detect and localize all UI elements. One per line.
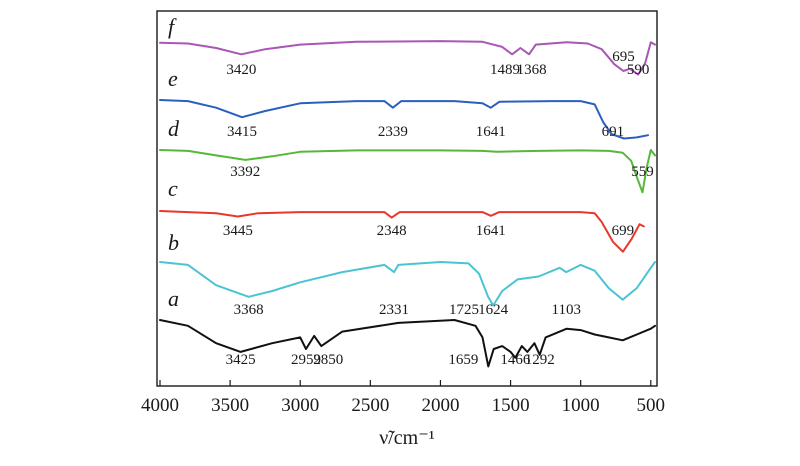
series-letter-a: a [168,286,179,311]
x-tick-label: 3000 [281,395,319,416]
peak-label: 3425 [226,352,256,368]
spectrum-trace-f [159,40,656,76]
spectrum-trace-b [159,261,656,307]
plot-frame [156,10,658,387]
spectrum-trace-d [159,149,656,194]
peak-label: 590 [627,62,650,78]
series-letter-e: e [168,66,178,91]
peak-label: 1725 [449,302,479,318]
peak-label: 1489 [490,62,520,78]
spectra-traces [159,40,656,368]
x-tick-label: 4000 [141,395,179,416]
series-letter-c: c [168,176,178,201]
x-tick-label: 500 [637,395,666,416]
peak-label: 699 [612,223,635,239]
peak-label: 691 [602,124,625,140]
peak-label: 1103 [552,302,581,318]
peak-label: 1466 [500,352,531,368]
series-letter-d: d [168,116,180,141]
peak-label: 1292 [525,352,555,368]
series-letter-b: b [168,230,179,255]
peak-label: 1659 [448,352,478,368]
peak-label: 2959 [291,352,321,368]
series-letter-f: f [168,14,177,39]
peak-label: 3368 [234,302,264,318]
x-tick-label: 1000 [562,395,600,416]
x-axis-ticks: 4000 3500 3000 2500 2000 1500 1000 500 [141,380,665,416]
x-axis-title: ν̃/cm⁻¹ [379,427,435,449]
peak-label: 1641 [476,124,506,140]
peak-label: 2331 [379,302,409,318]
spectrum-trace-e [159,99,649,140]
peak-label: 3392 [230,164,260,180]
peak-label: 1641 [476,223,506,239]
peak-label: 3445 [223,223,253,239]
peak-label: 3415 [227,124,257,140]
spectrum-trace-a [159,319,656,368]
peak-label: 559 [631,164,654,180]
peak-label: 695 [612,49,635,65]
series-letters: f ed c b a [168,14,180,311]
spectrum-trace-c [159,210,645,253]
peak-label: 2850 [313,352,343,368]
x-tick-label: 2500 [351,395,389,416]
peak-label: 1368 [517,62,547,78]
peak-label: 2348 [377,223,407,239]
peak-label: 1624 [478,302,509,318]
peak-label: 2339 [378,124,408,140]
x-tick-label: 1500 [492,395,530,416]
peak-label: 3420 [226,62,256,78]
x-tick-label: 3500 [211,395,249,416]
x-tick-label: 2000 [421,395,459,416]
